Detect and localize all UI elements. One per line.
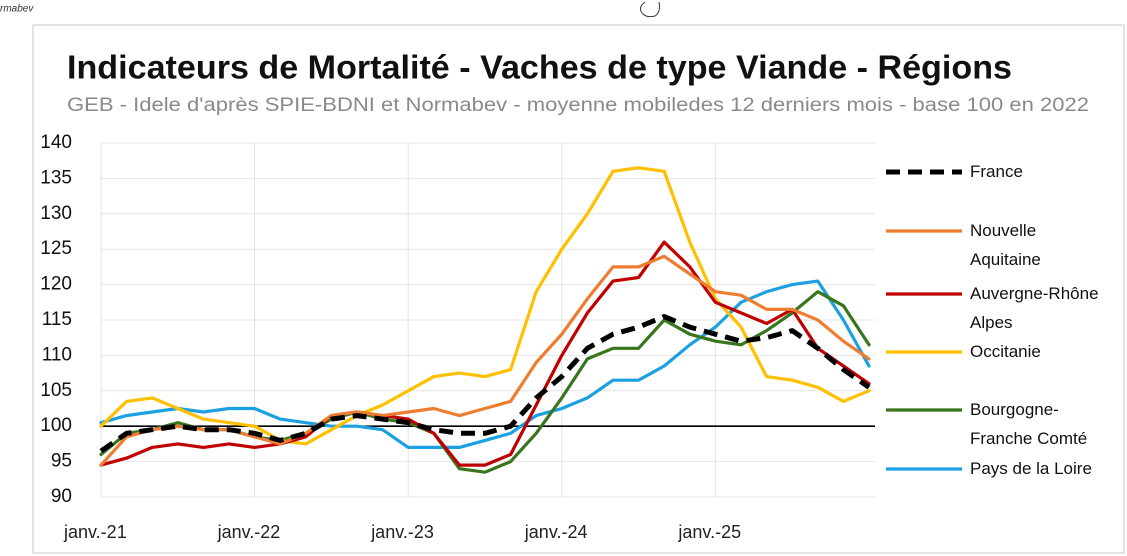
legend-label: Pays de la Loire <box>970 459 1092 478</box>
y-tick-label: 135 <box>40 167 72 188</box>
y-tick-label: 140 <box>40 132 72 153</box>
chart-subtitle: GEB - Idele d'après SPIE-BDNI et Normabe… <box>67 95 1089 116</box>
line-series <box>99 166 871 446</box>
legend-label: Bourgogne-Franche Comté <box>970 400 1088 448</box>
y-tick-label: 105 <box>40 380 72 401</box>
x-tick-label: janv.-23 <box>370 522 434 542</box>
line-series <box>99 314 871 454</box>
x-tick-label: janv.-24 <box>524 522 588 542</box>
x-tick-label: janv.-21 <box>63 522 127 542</box>
chart-frame <box>32 24 1125 554</box>
y-tick-label: 100 <box>40 415 72 436</box>
header-fragment: rmabev <box>0 4 34 15</box>
x-tick-label: janv.-22 <box>217 522 281 542</box>
y-tick-label: 115 <box>42 309 72 330</box>
line-series <box>99 279 871 449</box>
y-tick-label: 125 <box>40 238 72 259</box>
y-tick-label: 95 <box>51 451 72 472</box>
legend-label: Nouvelle Aquitaine <box>970 221 1041 269</box>
legend-label: France <box>970 162 1023 181</box>
x-tick-label: janv.-25 <box>677 522 741 542</box>
y-tick-label: 110 <box>42 344 72 365</box>
legend-label: Occitanie <box>970 342 1041 361</box>
chart-title: Indicateurs de Mortalité - Vaches de typ… <box>67 49 1012 86</box>
line-series <box>99 240 871 467</box>
legend-label: Auvergne-Rhône Alpes <box>970 284 1099 332</box>
y-tick-label: 90 <box>51 486 72 507</box>
y-tick-label: 130 <box>40 203 72 224</box>
icon-fragment <box>639 1 660 18</box>
y-tick-label: 120 <box>40 274 72 295</box>
